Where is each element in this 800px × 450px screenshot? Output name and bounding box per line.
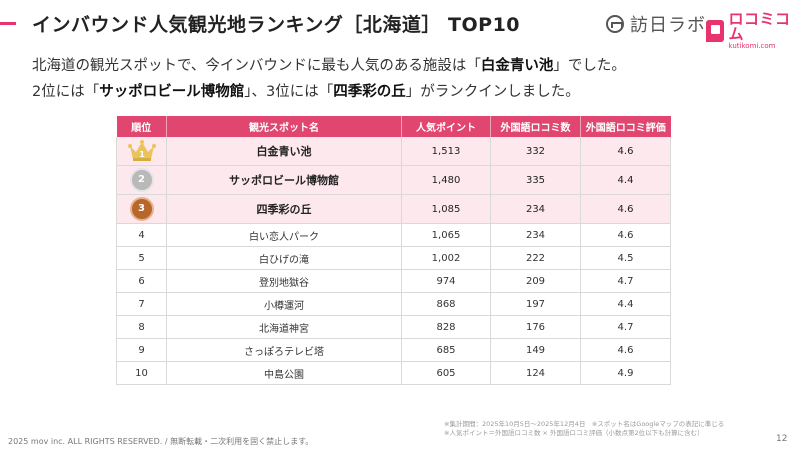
footnotes: ※集計期間：2025年10月5日〜2025年12月4日 ※スポット名はGoogl…	[444, 420, 724, 438]
intro-text: 北海道の観光スポットで、今インバウンドに最も人気のある施設は「白金青い池」でした…	[32, 53, 626, 105]
review-count-cell: 124	[490, 361, 581, 385]
spot-name-cell: 白い恋人パーク	[166, 223, 402, 247]
copyright-footer: 2025 mov inc. ALL RIGHTS RESERVED. / 無断転…	[8, 437, 314, 446]
crown-icon: 1	[127, 140, 156, 161]
points-cell: 974	[401, 269, 491, 293]
rank-cell: 9	[116, 338, 167, 362]
honichi-lab-logo: 訪日ラボ	[606, 12, 706, 36]
header-points: 人気ポイント	[401, 116, 491, 137]
spot-name-cell: 四季彩の丘	[166, 194, 402, 224]
rank-number: 1	[139, 150, 145, 159]
review-count-cell: 149	[490, 338, 581, 362]
review-count-cell: 176	[490, 315, 581, 339]
rank-cell: 5	[116, 246, 167, 270]
table-row: 3 四季彩の丘 1,085 234 4.6	[116, 194, 671, 224]
review-count-cell: 209	[490, 269, 581, 293]
rating-cell: 4.7	[580, 315, 671, 339]
rating-cell: 4.5	[580, 246, 671, 270]
table-row: 7 小樽運河 868 197 4.4	[116, 292, 671, 316]
review-count-cell: 197	[490, 292, 581, 316]
table-row: 8 北海道神宮 828 176 4.7	[116, 315, 671, 339]
points-cell: 1,085	[401, 194, 491, 224]
table-row: 1 白金青い池 1,513 332 4.6	[116, 137, 671, 166]
intro-text-segment: 」、3位には「	[244, 84, 334, 100]
points-cell: 605	[401, 361, 491, 385]
review-count-cell: 335	[490, 165, 581, 195]
rating-cell: 4.6	[580, 338, 671, 362]
intro-text-segment: 2位には「	[32, 84, 100, 100]
table-row: 10 中島公園 605 124 4.9	[116, 361, 671, 385]
kutikomi-logo-domain: kutikomi.com	[728, 42, 776, 50]
rank-cell: 6	[116, 269, 167, 293]
page-title: インバウンド人気観光地ランキング［北海道］ TOP10	[32, 14, 521, 36]
kutikomi-logo-icon	[706, 20, 724, 42]
rating-cell: 4.6	[580, 137, 671, 166]
rating-cell: 4.9	[580, 361, 671, 385]
rank-cell: 10	[116, 361, 167, 385]
honichi-lab-logo-text: 訪日ラボ	[630, 15, 706, 36]
honichi-lab-logo-icon	[606, 15, 624, 33]
points-cell: 1,002	[401, 246, 491, 270]
intro-line-1: 北海道の観光スポットで、今インバウンドに最も人気のある施設は「白金青い池」でした…	[32, 53, 626, 79]
points-cell: 828	[401, 315, 491, 339]
rank-cell: 8	[116, 315, 167, 339]
title-accent-bar	[0, 22, 16, 25]
table-row: 6 登別地獄谷 974 209 4.7	[116, 269, 671, 293]
header-review-count: 外国語ロコミ数	[490, 116, 581, 137]
points-cell: 1,480	[401, 165, 491, 195]
intro-text-segment: 」でした。	[553, 58, 626, 74]
spot-name-cell: 北海道神宮	[166, 315, 402, 339]
intro-highlight-rank2: サッポロビール博物館	[99, 84, 245, 100]
rank-cell: 1	[116, 137, 167, 166]
rating-cell: 4.6	[580, 223, 671, 247]
spot-name-cell: サッポロビール博物館	[166, 165, 402, 195]
review-count-cell: 332	[490, 137, 581, 166]
kutikomi-logo-text: ロコミコム	[728, 10, 791, 43]
table-row: 4 白い恋人パーク 1,065 234 4.6	[116, 223, 671, 247]
intro-highlight-rank1: 白金青い池	[480, 58, 554, 74]
spot-name-cell: 白金青い池	[166, 137, 402, 166]
rating-cell: 4.4	[580, 165, 671, 195]
points-cell: 1,513	[401, 137, 491, 166]
table-header-row: 順位 観光スポット名 人気ポイント 外国語ロコミ数 外国語ロコミ評価	[116, 116, 671, 137]
intro-text-segment: 北海道の観光スポットで、今インバウンドに最も人気のある施設は「	[32, 58, 481, 74]
rating-cell: 4.6	[580, 194, 671, 224]
rating-cell: 4.7	[580, 269, 671, 293]
page-number: 12	[776, 434, 788, 444]
ranking-table: 順位 観光スポット名 人気ポイント 外国語ロコミ数 外国語ロコミ評価 1 白金青…	[116, 116, 671, 385]
rank-cell: 2	[116, 165, 167, 195]
review-count-cell: 234	[490, 194, 581, 224]
points-cell: 685	[401, 338, 491, 362]
spot-name-cell: 小樽運河	[166, 292, 402, 316]
header-spot-name: 観光スポット名	[166, 116, 402, 137]
points-cell: 1,065	[401, 223, 491, 247]
spot-name-cell: 登別地獄谷	[166, 269, 402, 293]
intro-text-segment: 」がランクインしました。	[405, 84, 580, 100]
spot-name-cell: 白ひげの滝	[166, 246, 402, 270]
intro-highlight-rank3: 四季彩の丘	[333, 84, 406, 100]
table-row: 9 さっぽろテレビ塔 685 149 4.6	[116, 338, 671, 362]
table-row: 2 サッポロビール博物館 1,480 335 4.4	[116, 165, 671, 195]
rating-cell: 4.4	[580, 292, 671, 316]
rank-cell: 7	[116, 292, 167, 316]
footnote-period: ※集計期間：2025年10月5日〜2025年12月4日 ※スポット名はGoogl…	[444, 420, 725, 428]
kutikomi-logo: ロコミコム kutikomi.com	[706, 12, 800, 50]
intro-line-2: 2位には「サッポロビール博物館」、3位には「四季彩の丘」がランクインしました。	[32, 79, 626, 105]
review-count-cell: 234	[490, 223, 581, 247]
footnote-formula: ※人気ポイント＝外国語ロコミ数 × 外国語ロコミ評価（小数点第2位以下も計算に含…	[444, 429, 704, 437]
spot-name-cell: 中島公園	[166, 361, 402, 385]
header-review-rating: 外国語ロコミ評価	[580, 116, 671, 137]
rank-cell: 3	[116, 194, 167, 224]
silver-medal-icon: 2	[129, 168, 154, 192]
header-rank: 順位	[116, 116, 167, 137]
points-cell: 868	[401, 292, 491, 316]
spot-name-cell: さっぽろテレビ塔	[166, 338, 402, 362]
rank-cell: 4	[116, 223, 167, 247]
bronze-medal-icon: 3	[129, 197, 154, 221]
table-row: 5 白ひげの滝 1,002 222 4.5	[116, 246, 671, 270]
review-count-cell: 222	[490, 246, 581, 270]
